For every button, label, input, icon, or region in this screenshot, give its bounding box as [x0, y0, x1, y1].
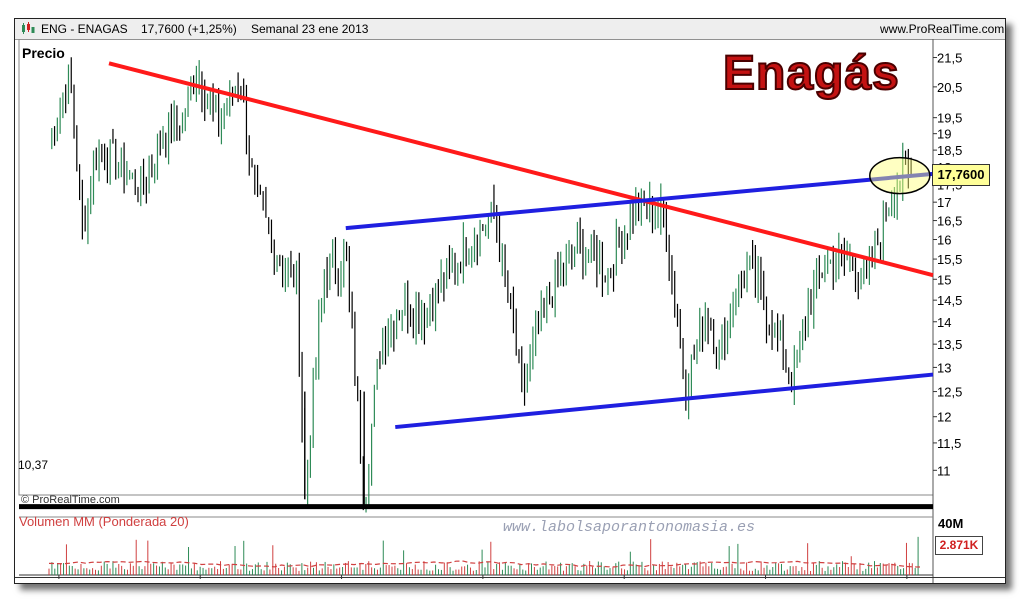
watermark-label: www.labolsaporantonomasia.es: [503, 519, 756, 536]
y-tick-label: 15,5: [937, 252, 962, 267]
y-tick-label: 15: [937, 272, 951, 287]
low-price-label: 10,37: [18, 458, 49, 472]
time-axis: 2007200820092010201120122013: [15, 575, 1005, 579]
copyright-label: © ProRealTime.com: [21, 494, 120, 506]
site-label: www.ProRealTime.com: [880, 22, 1005, 36]
price-change-label: 17,7600 (+1,25%): [141, 22, 237, 36]
y-tick-label: 13: [937, 360, 951, 375]
y-tick-label: 20,5: [937, 80, 962, 95]
symbol-label: ENG - ENAGAS: [41, 22, 128, 36]
y-tick-label: 16,5: [937, 214, 962, 229]
resistance-line: [108, 61, 934, 278]
y-tick-label: 18,5: [937, 143, 962, 158]
y-tick-label: 11,5: [937, 436, 961, 451]
price-chart: 11 11,5 12 12,5 13 13,5 14 14,5 15 15,5 16 16,5 17 17…: [15, 39, 1005, 583]
y-tick-label: 19: [937, 127, 951, 142]
channel-upper-line: [345, 171, 934, 231]
y-tick-label: 14,5: [937, 293, 962, 308]
volume-panel-label: Volumen MM (Ponderada 20): [19, 514, 189, 529]
candlestick-chart-icon: [22, 22, 35, 34]
y-tick-label: 12,5: [937, 385, 962, 400]
trend-lines: [19, 61, 934, 510]
period-date-label: Semanal 23 ene 2013: [251, 22, 369, 36]
y-tick-label: 12: [937, 410, 951, 425]
y-tick-label: 13,5: [937, 337, 962, 352]
current-price-tag: 17,7600: [932, 164, 990, 186]
brand-title: Enagás: [722, 46, 900, 101]
chart-header: ENG - ENAGAS 17,7600 (+1,25%) Semanal 23…: [15, 19, 1005, 40]
y-tick-label: 14: [937, 315, 951, 330]
chart-window: ENG - ENAGAS 17,7600 (+1,25%) Semanal 23…: [14, 18, 1006, 584]
volume-moving-average: [48, 560, 922, 568]
volume-bars: [19, 516, 933, 576]
volume-tick-top: 40M: [938, 516, 964, 531]
channel-lower-line: [395, 372, 934, 430]
y-tick-label: 11: [937, 463, 951, 478]
price-axis: 1111,51212,51313,51414,51515,51616,51717…: [933, 51, 962, 478]
y-tick-label: 16: [937, 233, 951, 248]
price-candles: [51, 57, 912, 513]
y-tick-label: 17: [937, 195, 951, 210]
highlight-ellipse: [869, 156, 931, 195]
y-tick-label: 21,5: [937, 51, 962, 66]
y-tick-label: 19,5: [937, 111, 962, 126]
price-panel-label: Precio: [22, 45, 65, 61]
current-volume-tag: 2.871K: [935, 536, 983, 555]
